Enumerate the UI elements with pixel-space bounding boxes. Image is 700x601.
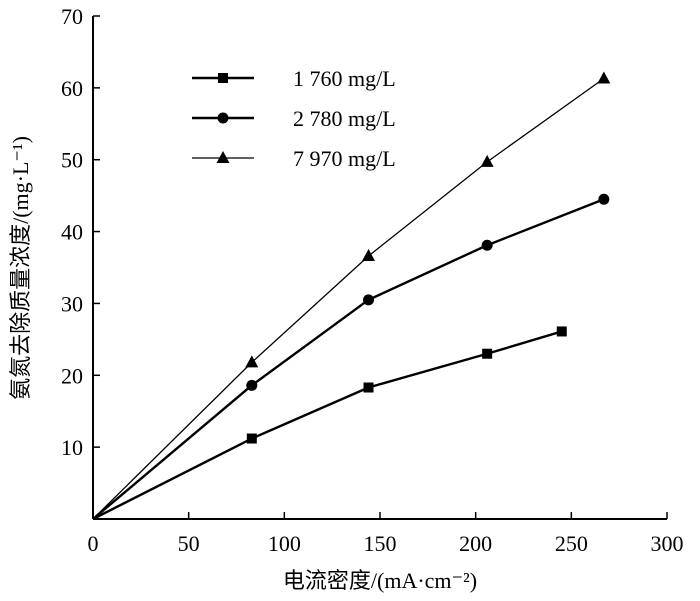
x-tick-label: 200 — [459, 531, 492, 556]
data-point-1-760-mg-l — [246, 433, 257, 444]
data-point-1-760-mg-l — [482, 348, 493, 359]
series-1-760-mg-l — [92, 326, 567, 521]
series-line-2-780-mg-l — [92, 198, 605, 520]
x-ticks: 0 50 100 150 200 250 300 — [88, 512, 684, 556]
series-layer — [92, 71, 611, 521]
legend-label: 1 760 mg/L — [293, 66, 396, 91]
data-point-2-780-mg-l — [363, 294, 375, 306]
series-7-970-mg-l — [92, 71, 611, 520]
y-tick-label: 20 — [61, 363, 83, 388]
legend-label: 7 970 mg/L — [293, 146, 396, 171]
data-point-7-970-mg-l — [597, 71, 611, 84]
legend-marker — [218, 73, 228, 83]
y-axis-label: 氨氮去除质量浓度/(mg·L⁻¹) — [8, 136, 33, 400]
axes — [92, 16, 667, 520]
data-point-7-970-mg-l — [480, 154, 494, 167]
data-point-7-970-mg-l — [362, 249, 376, 262]
x-tick-label: 250 — [555, 531, 588, 556]
y-tick-label: 60 — [61, 76, 83, 101]
data-point-1-760-mg-l — [363, 382, 374, 393]
y-tick-label: 70 — [61, 4, 83, 29]
data-point-7-970-mg-l — [245, 355, 259, 368]
x-tick-label: 0 — [88, 531, 99, 556]
data-point-1-760-mg-l — [556, 326, 567, 337]
y-tick-label: 50 — [61, 148, 83, 173]
legend-marker — [217, 112, 229, 124]
x-tick-label: 100 — [268, 531, 301, 556]
legend-label: 2 780 mg/L — [293, 106, 396, 131]
legend-item-1-760-mg-l: 1 760 mg/L — [192, 66, 396, 91]
x-tick-label: 150 — [364, 531, 397, 556]
x-axis-label: 电流密度/(mA·cm⁻²) — [283, 568, 477, 593]
series-line-7-970-mg-l — [92, 77, 605, 520]
y-tick-label: 10 — [61, 435, 83, 460]
x-tick-label: 50 — [178, 531, 200, 556]
y-ticks: 10 20 30 40 50 60 70 — [61, 4, 100, 460]
data-point-2-780-mg-l — [481, 239, 493, 251]
legend: 1 760 mg/L 2 780 mg/L 7 970 mg/L — [192, 66, 396, 171]
data-point-2-780-mg-l — [246, 379, 258, 391]
legend-item-2-780-mg-l: 2 780 mg/L — [192, 106, 396, 131]
legend-marker — [216, 151, 230, 163]
y-tick-label: 40 — [61, 220, 83, 245]
series-2-780-mg-l — [92, 193, 610, 520]
x-tick-label: 300 — [651, 531, 684, 556]
series-line-1-760-mg-l — [92, 330, 563, 521]
legend-item-7-970-mg-l: 7 970 mg/L — [192, 146, 396, 171]
data-point-2-780-mg-l — [598, 193, 610, 205]
y-tick-label: 30 — [61, 291, 83, 316]
